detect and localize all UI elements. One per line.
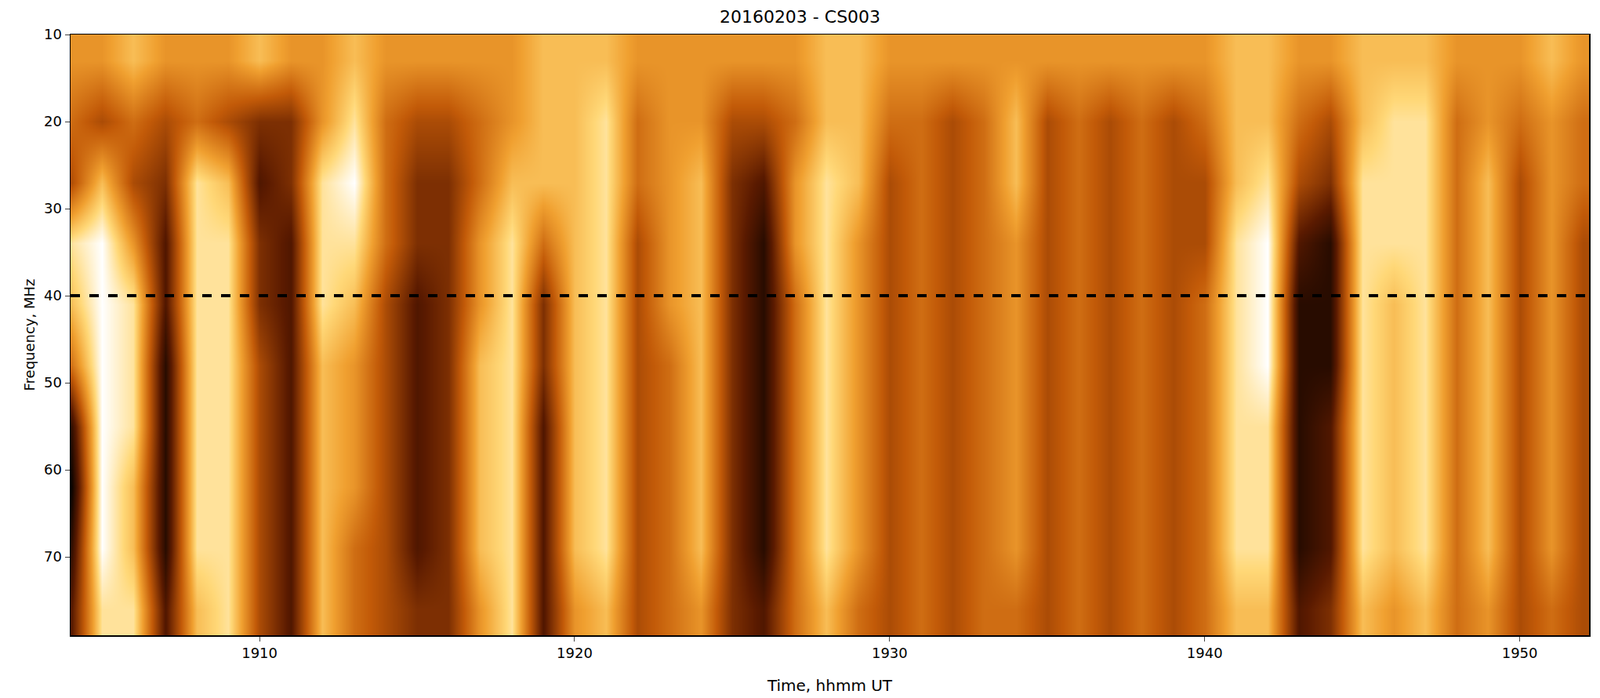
svg-text:1930: 1930 (871, 644, 908, 661)
svg-text:1920: 1920 (556, 644, 593, 661)
svg-text:1950: 1950 (1502, 644, 1539, 661)
svg-text:Time, hhmm UT: Time, hhmm UT (766, 675, 893, 695)
svg-text:50: 50 (43, 373, 62, 391)
svg-text:Frequency, MHz: Frequency, MHz (21, 279, 38, 392)
svg-text:30: 30 (43, 199, 62, 217)
svg-text:10: 10 (43, 25, 62, 43)
svg-text:60: 60 (43, 460, 62, 478)
svg-text:1910: 1910 (241, 644, 278, 661)
svg-text:1940: 1940 (1186, 644, 1223, 661)
svg-text:40: 40 (43, 286, 62, 304)
svg-text:20160203 - CS003: 20160203 - CS003 (719, 7, 881, 27)
svg-text:20: 20 (43, 112, 62, 130)
svg-text:70: 70 (43, 547, 62, 565)
